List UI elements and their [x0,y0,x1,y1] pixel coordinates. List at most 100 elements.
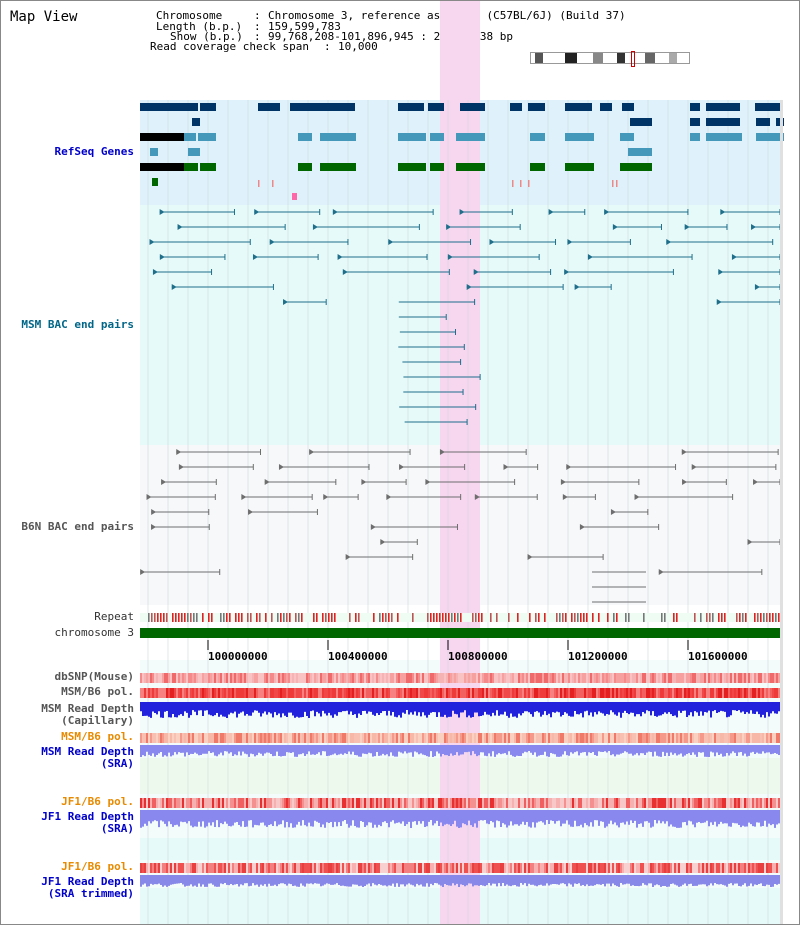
heat-cell [546,863,549,873]
heat-cell [756,798,759,808]
track-label-b6n-bac[interactable]: B6N BAC end pairs [21,520,134,533]
heat-cell [166,798,169,808]
heat-cell [434,733,437,743]
heat-cell [150,798,153,808]
heat-cell [412,673,415,683]
track-label-msm-depth-sra[interactable]: MSM Read Depth [41,745,134,758]
heat-cell [284,688,287,698]
repeat-mark [277,613,279,622]
heat-cell [458,688,461,698]
heat-cell [752,863,755,873]
heat-cell [492,798,495,808]
heat-cell [750,863,753,873]
heat-cell [318,863,321,873]
heat-cell [532,688,535,698]
heat-cell [244,863,247,873]
heat-cell [714,798,717,808]
heat-cell [386,798,389,808]
heat-cell [776,798,779,808]
heat-cell [296,688,299,698]
heat-cell [350,798,353,808]
heat-cell [734,673,737,683]
heat-cell [526,733,529,743]
heat-cell [756,688,759,698]
heat-cell [352,798,355,808]
track-label-refseq[interactable]: RefSeq Genes [54,145,134,158]
gene-block [690,118,700,126]
heat-cell [222,673,225,683]
heat-cell [758,863,761,873]
heat-cell [700,673,703,683]
heat-cell [408,688,411,698]
heat-cell [642,688,645,698]
track-label-msm-bac[interactable]: MSM BAC end pairs [21,318,134,331]
heat-cell [534,688,537,698]
heat-cell [206,673,209,683]
heat-cell [454,798,457,808]
heat-cell [650,733,653,743]
heat-cell [600,688,603,698]
heat-cell [516,688,519,698]
heat-cell [158,688,161,698]
heat-cell [740,798,743,808]
heat-cell [456,863,459,873]
track-label-dbsnp[interactable]: dbSNP(Mouse) [54,670,134,683]
heat-cell [446,673,449,683]
heat-cell [182,733,185,743]
heat-cell [704,863,707,873]
heat-cell [654,673,657,683]
heat-cell [748,688,751,698]
track-label-jf1-depth-sra[interactable]: JF1 Read Depth [41,810,134,823]
bac-end-marker [691,464,697,470]
heat-cell [648,673,651,683]
heat-cell [718,733,721,743]
heat-cell [228,798,231,808]
heat-cell [696,733,699,743]
track-label-jf1-b6-pol-2[interactable]: JF1/B6 pol. [61,860,134,873]
track-label-jf1-b6-pol-1[interactable]: JF1/B6 pol. [61,795,134,808]
track-label-chromosome[interactable]: chromosome 3 [54,626,134,639]
heat-cell [660,798,663,808]
track-label-jf1-depth-trimmed[interactable]: JF1 Read Depth [41,875,134,888]
track-label-repeat[interactable]: Repeat [94,610,134,623]
repeat-mark [718,613,720,622]
heat-cell [226,798,229,808]
heat-cell [364,863,367,873]
heat-cell [206,863,209,873]
heat-cell [158,863,161,873]
heat-cell [650,688,653,698]
heat-cell [716,733,719,743]
track-label-msm-b6-pol-1[interactable]: MSM/B6 pol. [61,685,134,698]
bac-end-marker [682,479,688,485]
heat-cell [436,798,439,808]
heat-cell [620,798,623,808]
heat-cell [296,798,299,808]
heat-cell [424,863,427,873]
heat-cell [628,798,631,808]
heat-cell [740,688,743,698]
repeat-mark [709,613,711,622]
repeat-mark [247,613,249,622]
heat-cell [312,688,315,698]
heat-cell [672,798,675,808]
gene-block [152,178,158,186]
heat-cell [342,688,345,698]
heat-cell [534,798,537,808]
heat-cell [520,673,523,683]
chromosome-ideogram[interactable] [530,51,690,67]
heat-cell [408,798,411,808]
heat-cell [216,673,219,683]
heat-cell [674,733,677,743]
heat-cell [318,733,321,743]
heat-cell [182,798,185,808]
track-label-msm-b6-pol-2[interactable]: MSM/B6 pol. [61,730,134,743]
heat-cell [548,863,551,873]
heat-cell [286,798,289,808]
heat-cell [184,798,187,808]
gene-block [706,133,742,141]
track-label-msm-depth-capillary[interactable]: MSM Read Depth [41,702,134,715]
heat-cell [330,863,333,873]
heat-cell [282,688,285,698]
heat-cell [216,798,219,808]
